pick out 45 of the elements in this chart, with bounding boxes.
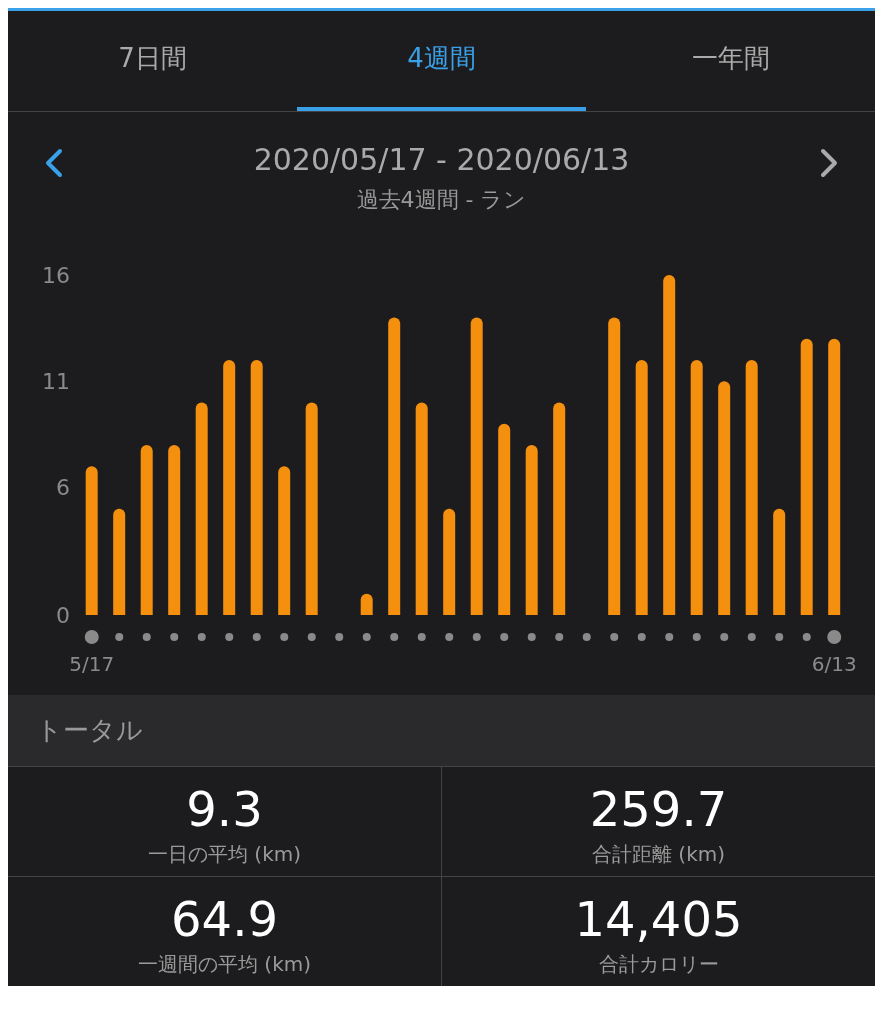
text: 4週間 xyxy=(297,11,586,111)
text: 9.3 xyxy=(185,781,264,837)
bar xyxy=(85,466,98,615)
y-tick-label: 0 xyxy=(56,602,70,628)
y-tick-label: 11 xyxy=(42,369,70,395)
text: 7日間 xyxy=(117,42,188,75)
bar xyxy=(745,360,758,615)
bar xyxy=(800,338,813,615)
bar xyxy=(498,423,511,615)
bar xyxy=(250,360,263,615)
bar xyxy=(113,508,126,615)
bar xyxy=(470,317,483,615)
bar xyxy=(663,275,676,615)
text: 一日の平均 (km) xyxy=(147,841,302,868)
text: 合計距離 (km) xyxy=(591,841,726,868)
bar xyxy=(828,338,841,615)
bar xyxy=(525,445,538,615)
chart-title: 2020/05/17 - 2020/06/13 xyxy=(252,142,631,177)
y-tick-label: 16 xyxy=(42,262,70,288)
text: 259.7 xyxy=(588,781,729,837)
bar xyxy=(195,402,208,615)
y-tick-label: 6 xyxy=(56,475,70,501)
text: 64.9 xyxy=(170,891,279,947)
bar xyxy=(223,360,236,615)
text: 一年間 xyxy=(690,42,771,75)
bar xyxy=(690,360,703,615)
bar xyxy=(553,402,566,615)
text: 14,405 xyxy=(573,891,744,947)
bar xyxy=(415,402,428,615)
bar xyxy=(305,402,318,615)
bar xyxy=(718,381,731,615)
x-tick-label: 6/13 xyxy=(811,652,857,676)
bar xyxy=(443,508,456,615)
text: 一週間の平均 (km) xyxy=(137,951,312,978)
text: トータル xyxy=(8,695,875,767)
bar xyxy=(140,445,153,615)
text: 合計カロリー xyxy=(597,951,720,978)
bar xyxy=(388,317,401,615)
x-tick-label: 5/17 xyxy=(69,652,115,676)
bar xyxy=(168,445,181,615)
bar xyxy=(773,508,786,615)
bar xyxy=(278,466,291,615)
bar xyxy=(608,317,621,615)
bar xyxy=(635,360,648,615)
chart-subtitle: 過去4週間 - ラン xyxy=(355,186,528,214)
